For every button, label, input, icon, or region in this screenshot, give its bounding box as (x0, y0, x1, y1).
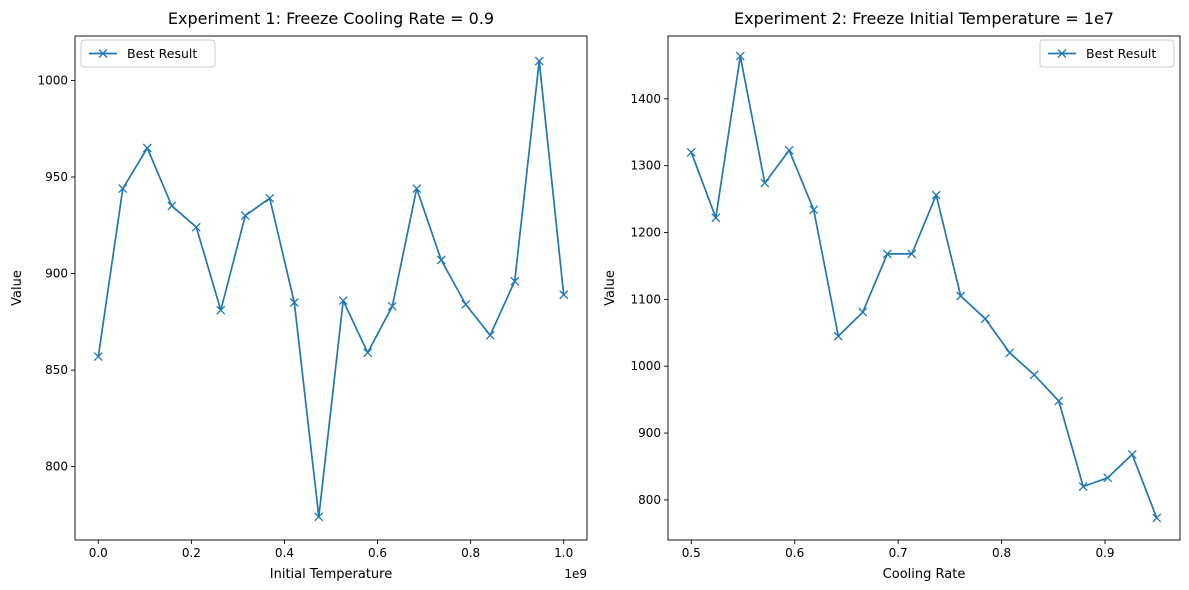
series-line (690, 55, 1158, 519)
y-tick-label: 900 (638, 426, 661, 440)
data-point-marker (314, 512, 324, 522)
y-tick-label: 900 (45, 267, 68, 281)
y-axis-label: Value (10, 270, 25, 306)
chart-title: Experiment 2: Freeze Initial Temperature… (734, 9, 1114, 28)
chart-title: Experiment 1: Freeze Cooling Rate = 0.9 (168, 9, 494, 28)
legend-label: Best Result (1086, 46, 1156, 61)
x-tick-label: 0.9 (1095, 546, 1114, 560)
data-point-marker (412, 184, 422, 194)
data-point-marker (809, 205, 819, 215)
x-axis-label: Cooling Rate (883, 567, 966, 582)
x-axis-offset-text: 1e9 (564, 567, 587, 581)
data-point-marker (1152, 513, 1162, 523)
data-point-marker (191, 222, 201, 232)
data-point-marker (93, 352, 103, 362)
x-tick-label: 0.8 (992, 546, 1011, 560)
legend: Best Result (80, 39, 216, 68)
y-tick-label: 1000 (630, 359, 661, 373)
data-point-marker (1029, 370, 1039, 380)
plot-frame (667, 35, 1181, 541)
legend: Best Result (1039, 39, 1175, 68)
y-tick-label: 1400 (630, 92, 661, 106)
plot-frame (74, 35, 588, 541)
data-point-marker (882, 249, 892, 259)
data-point-marker (686, 147, 696, 157)
data-point-marker (956, 291, 966, 301)
y-tick-label: 950 (45, 170, 68, 184)
data-point-marker (931, 190, 941, 200)
x-tick-label: 0.0 (89, 546, 108, 560)
x-tick-label: 0.4 (275, 546, 294, 560)
legend-label: Best Result (127, 46, 197, 61)
data-point-marker (289, 298, 299, 307)
data-point-marker (510, 276, 520, 286)
x-tick-label: 0.8 (461, 546, 480, 560)
data-point-marker (1103, 473, 1113, 483)
data-point-marker (363, 348, 373, 358)
x-axis-label: Initial Temperature (270, 567, 392, 582)
data-point-marker (760, 178, 770, 188)
x-tick-label: 0.2 (182, 546, 201, 560)
data-point-marker (485, 330, 495, 340)
data-point-marker (980, 314, 990, 324)
data-point-marker (461, 299, 471, 309)
x-tick-label: 0.6 (785, 546, 804, 560)
series-line (97, 60, 565, 518)
data-point-marker (118, 184, 128, 194)
legend-marker (98, 49, 108, 58)
data-point-marker (735, 51, 745, 61)
data-point-marker (833, 331, 843, 341)
data-point-marker (1054, 396, 1064, 406)
legend-box (1039, 39, 1175, 68)
y-tick-label: 800 (638, 493, 661, 507)
data-point-marker (265, 193, 275, 203)
data-point-marker (387, 301, 397, 311)
data-point-marker (907, 249, 917, 259)
chart-experiment-1: Experiment 1: Freeze Cooling Rate = 0.9 0… (10, 9, 588, 582)
y-tick-label: 1100 (630, 292, 661, 306)
y-tick-label: 800 (45, 460, 68, 474)
data-point-marker (240, 211, 250, 221)
data-point-marker (784, 145, 794, 155)
data-point-marker (338, 296, 348, 306)
data-point-marker (1127, 449, 1137, 459)
data-point-marker (559, 290, 569, 300)
legend-marker (1057, 49, 1067, 58)
data-point-marker (167, 201, 177, 211)
y-tick-label: 1000 (37, 73, 68, 87)
y-tick-label: 1200 (630, 226, 661, 240)
data-point-marker (534, 56, 544, 66)
data-point-marker (711, 213, 721, 223)
x-tick-label: 1.0 (554, 546, 573, 560)
data-point-marker (858, 307, 868, 317)
chart-experiment-2: Experiment 2: Freeze Initial Temperature… (603, 9, 1181, 582)
y-tick-label: 850 (45, 363, 68, 377)
x-tick-label: 0.7 (889, 546, 908, 560)
data-point-marker (216, 305, 226, 315)
y-tick-label: 1300 (630, 159, 661, 173)
data-point-marker (1078, 482, 1088, 491)
y-axis-label: Value (603, 270, 618, 306)
legend-box (80, 39, 216, 68)
x-tick-label: 0.6 (368, 546, 387, 560)
x-tick-label: 0.5 (682, 546, 701, 560)
data-point-marker (436, 255, 446, 265)
data-point-marker (142, 143, 152, 153)
data-point-marker (1005, 348, 1015, 358)
